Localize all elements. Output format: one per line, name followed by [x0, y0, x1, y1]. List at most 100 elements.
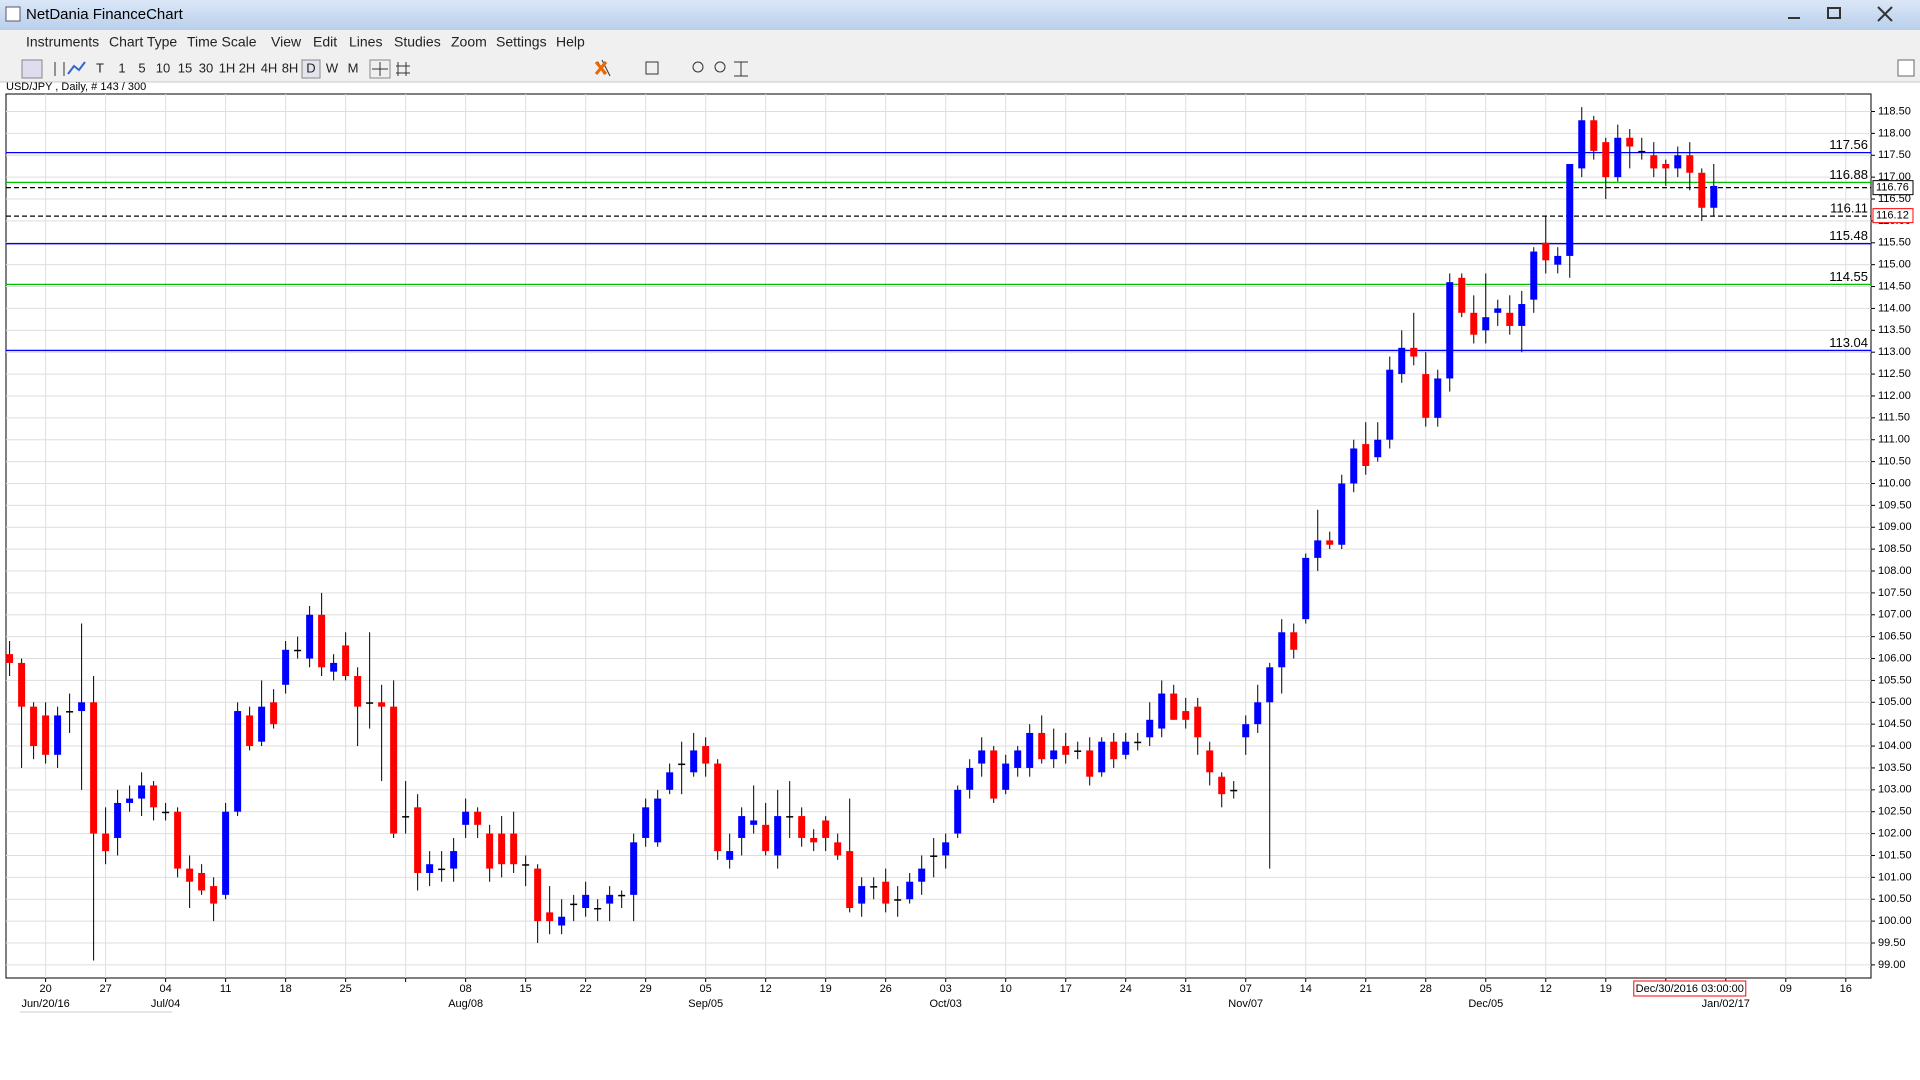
candle-body — [42, 715, 50, 755]
candle-body — [1422, 374, 1430, 418]
candle-body — [282, 649, 290, 685]
menu-item[interactable]: Edit — [313, 34, 337, 50]
grid-icon[interactable] — [396, 62, 410, 76]
zoom-out-icon[interactable] — [714, 61, 726, 73]
x-tick-label: 19 — [1600, 983, 1612, 995]
crosshair-icon[interactable] — [369, 59, 391, 79]
candle-body — [1686, 155, 1694, 173]
toolbar-button[interactable]: 15 — [178, 60, 192, 75]
window-controls[interactable] — [1780, 4, 1893, 24]
candle-body — [1014, 750, 1022, 768]
x-tick-label: 18 — [280, 983, 292, 995]
candle-body — [1638, 150, 1646, 153]
print-icon[interactable] — [645, 61, 659, 75]
candle-body — [1134, 741, 1142, 744]
y-tick-label: 99.50 — [1878, 937, 1906, 949]
x-tick-label: 07 — [1240, 983, 1252, 995]
menu-item[interactable]: Settings — [496, 34, 547, 50]
level-box — [1872, 180, 1914, 196]
candle-body — [1062, 746, 1070, 755]
candle-body — [1194, 706, 1202, 738]
candle-body — [702, 746, 710, 764]
x-tick-label: 12 — [1540, 983, 1552, 995]
line-icon[interactable] — [67, 61, 86, 75]
menu-item[interactable]: Time Scale — [187, 34, 257, 50]
crosshair — [372, 62, 388, 76]
candle-body — [222, 811, 230, 895]
level-label: 117.56 — [1829, 137, 1868, 152]
x-tick-label: 16 — [1840, 983, 1852, 995]
candle-body — [1110, 741, 1118, 760]
candle-body — [870, 886, 878, 888]
y-tick-label: 103.00 — [1878, 784, 1912, 796]
toolbar-button[interactable]: 4H — [261, 60, 278, 75]
candle-body — [1470, 312, 1478, 335]
candle-body — [942, 842, 950, 856]
y-tick-label: 118.50 — [1878, 105, 1911, 117]
menu-item[interactable]: Chart Type — [109, 34, 177, 50]
candle-body — [1026, 732, 1034, 768]
close-button[interactable] — [1877, 6, 1893, 22]
toolbar-button[interactable]: 30 — [199, 60, 213, 75]
candle-body — [678, 763, 686, 766]
menu-item[interactable]: View — [271, 34, 302, 50]
cursor-date-box — [1633, 980, 1747, 997]
level-label: 116.76 — [1876, 182, 1909, 194]
candle-body — [450, 851, 458, 869]
delete-icon[interactable] — [594, 61, 608, 75]
y-tick-label: 99.00 — [1878, 959, 1906, 971]
zoom-in-icon[interactable] — [692, 61, 704, 73]
candle-body — [486, 833, 494, 869]
panel-button[interactable] — [1897, 59, 1915, 77]
candle-body — [534, 868, 542, 922]
fit-icon[interactable] — [734, 61, 748, 77]
candle-body — [30, 706, 38, 747]
candle-body — [1578, 120, 1586, 169]
toolbar-button[interactable]: 8H — [282, 60, 299, 75]
y-tick-label: 101.50 — [1878, 849, 1912, 861]
candle-body — [918, 868, 926, 882]
candle-body — [474, 811, 482, 825]
menu-item[interactable]: Studies — [394, 34, 441, 50]
y-tick-label: 116.50 — [1878, 193, 1911, 205]
toolbar-button[interactable]: 2H — [239, 60, 256, 75]
toolbar-button[interactable]: T — [96, 60, 104, 75]
candle-body — [522, 864, 530, 866]
menu-item[interactable]: Instruments — [26, 34, 99, 50]
candle-body — [1158, 693, 1166, 729]
candle-body — [1626, 137, 1634, 147]
y-tick-label: 102.50 — [1878, 806, 1912, 818]
menu-item[interactable]: Zoom — [451, 34, 487, 50]
toolbar-button[interactable]: M — [348, 60, 359, 75]
candle-body — [894, 899, 902, 901]
y-tick-label: 110.50 — [1878, 456, 1911, 468]
candle-body — [126, 798, 134, 803]
candle-icon[interactable] — [21, 59, 43, 79]
menu-item[interactable]: Lines — [349, 34, 382, 50]
candle-body — [402, 816, 410, 818]
candle-body — [1182, 711, 1190, 720]
x-tick-label: 21 — [1360, 983, 1372, 995]
y-tick-label: 100.50 — [1878, 893, 1912, 905]
candle-body — [342, 645, 350, 677]
menu-item[interactable]: Help — [556, 34, 585, 50]
toolbar-button[interactable]: 10 — [156, 60, 170, 75]
candle-body — [978, 750, 986, 764]
candle-body — [906, 881, 914, 900]
toolbar-button[interactable]: W — [326, 60, 339, 75]
bar-icon[interactable] — [54, 62, 65, 76]
toolbar-button[interactable]: 5 — [138, 60, 145, 75]
toolbar-button[interactable]: D — [306, 60, 315, 75]
candle-body — [1458, 277, 1466, 313]
toolbar-icons[interactable] — [21, 59, 748, 79]
candle-body — [570, 903, 578, 906]
candle-body — [810, 837, 818, 843]
toolbar-button[interactable]: 1 — [118, 60, 125, 75]
x-tick-label: 28 — [1420, 983, 1432, 995]
month-label: Dec/05 — [1468, 998, 1503, 1010]
y-tick-label: 105.00 — [1878, 696, 1912, 708]
maximize-button[interactable] — [1827, 7, 1841, 19]
toolbar-button[interactable]: 1H — [219, 60, 236, 75]
candle-body — [714, 763, 722, 852]
y-tick-label: 117.50 — [1878, 149, 1911, 161]
